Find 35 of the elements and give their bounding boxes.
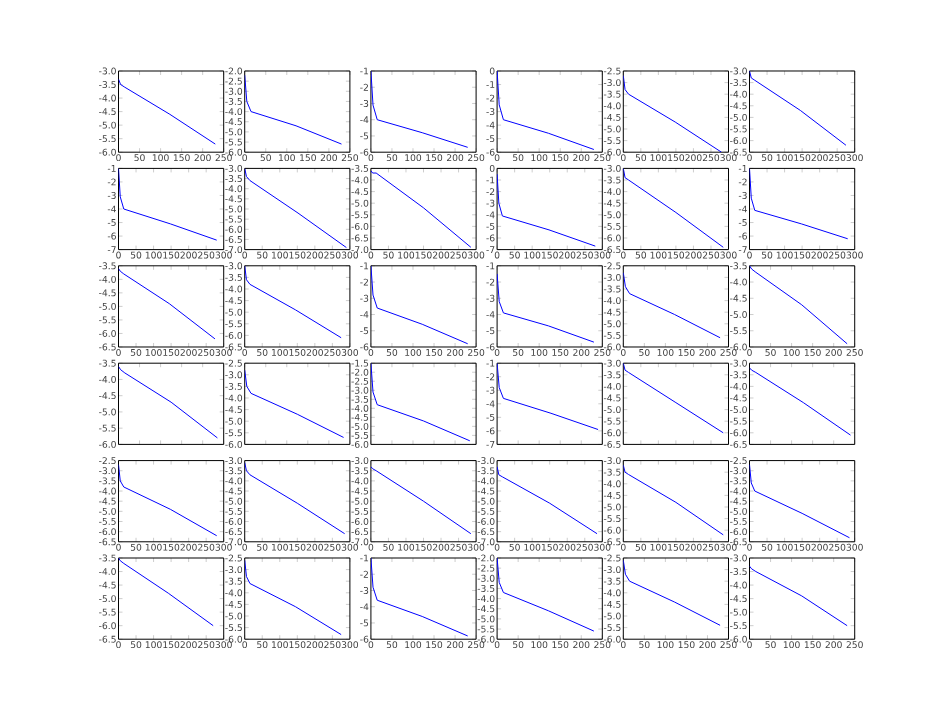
line-series (497, 71, 595, 150)
line-series (749, 265, 848, 345)
line-series (118, 78, 216, 145)
line-series (497, 558, 595, 632)
line-series (497, 273, 595, 343)
line-series (118, 464, 218, 537)
line-series (118, 268, 216, 340)
line-series (749, 464, 850, 539)
line-series (244, 265, 342, 339)
line-series (623, 75, 722, 153)
line-series (118, 365, 218, 439)
line-series (497, 173, 596, 247)
line-series (244, 168, 347, 249)
line-series (623, 168, 724, 248)
line-series (749, 168, 849, 240)
line-series (244, 462, 346, 535)
line-series (118, 168, 218, 241)
line-series (497, 466, 598, 535)
line-series (623, 363, 724, 434)
line-series (244, 74, 342, 145)
line-series (749, 565, 848, 627)
line-series (370, 265, 469, 345)
line-series (244, 559, 342, 636)
line-series (370, 363, 471, 442)
line-series (749, 70, 847, 146)
line-series (370, 466, 472, 535)
line-series (370, 558, 469, 637)
line-series (244, 369, 345, 438)
line-series (118, 558, 214, 627)
line-series (370, 71, 469, 148)
line-series (370, 170, 472, 248)
line-series (623, 559, 721, 626)
line-series (749, 367, 851, 436)
line-series (623, 464, 724, 536)
line-series (623, 272, 721, 339)
